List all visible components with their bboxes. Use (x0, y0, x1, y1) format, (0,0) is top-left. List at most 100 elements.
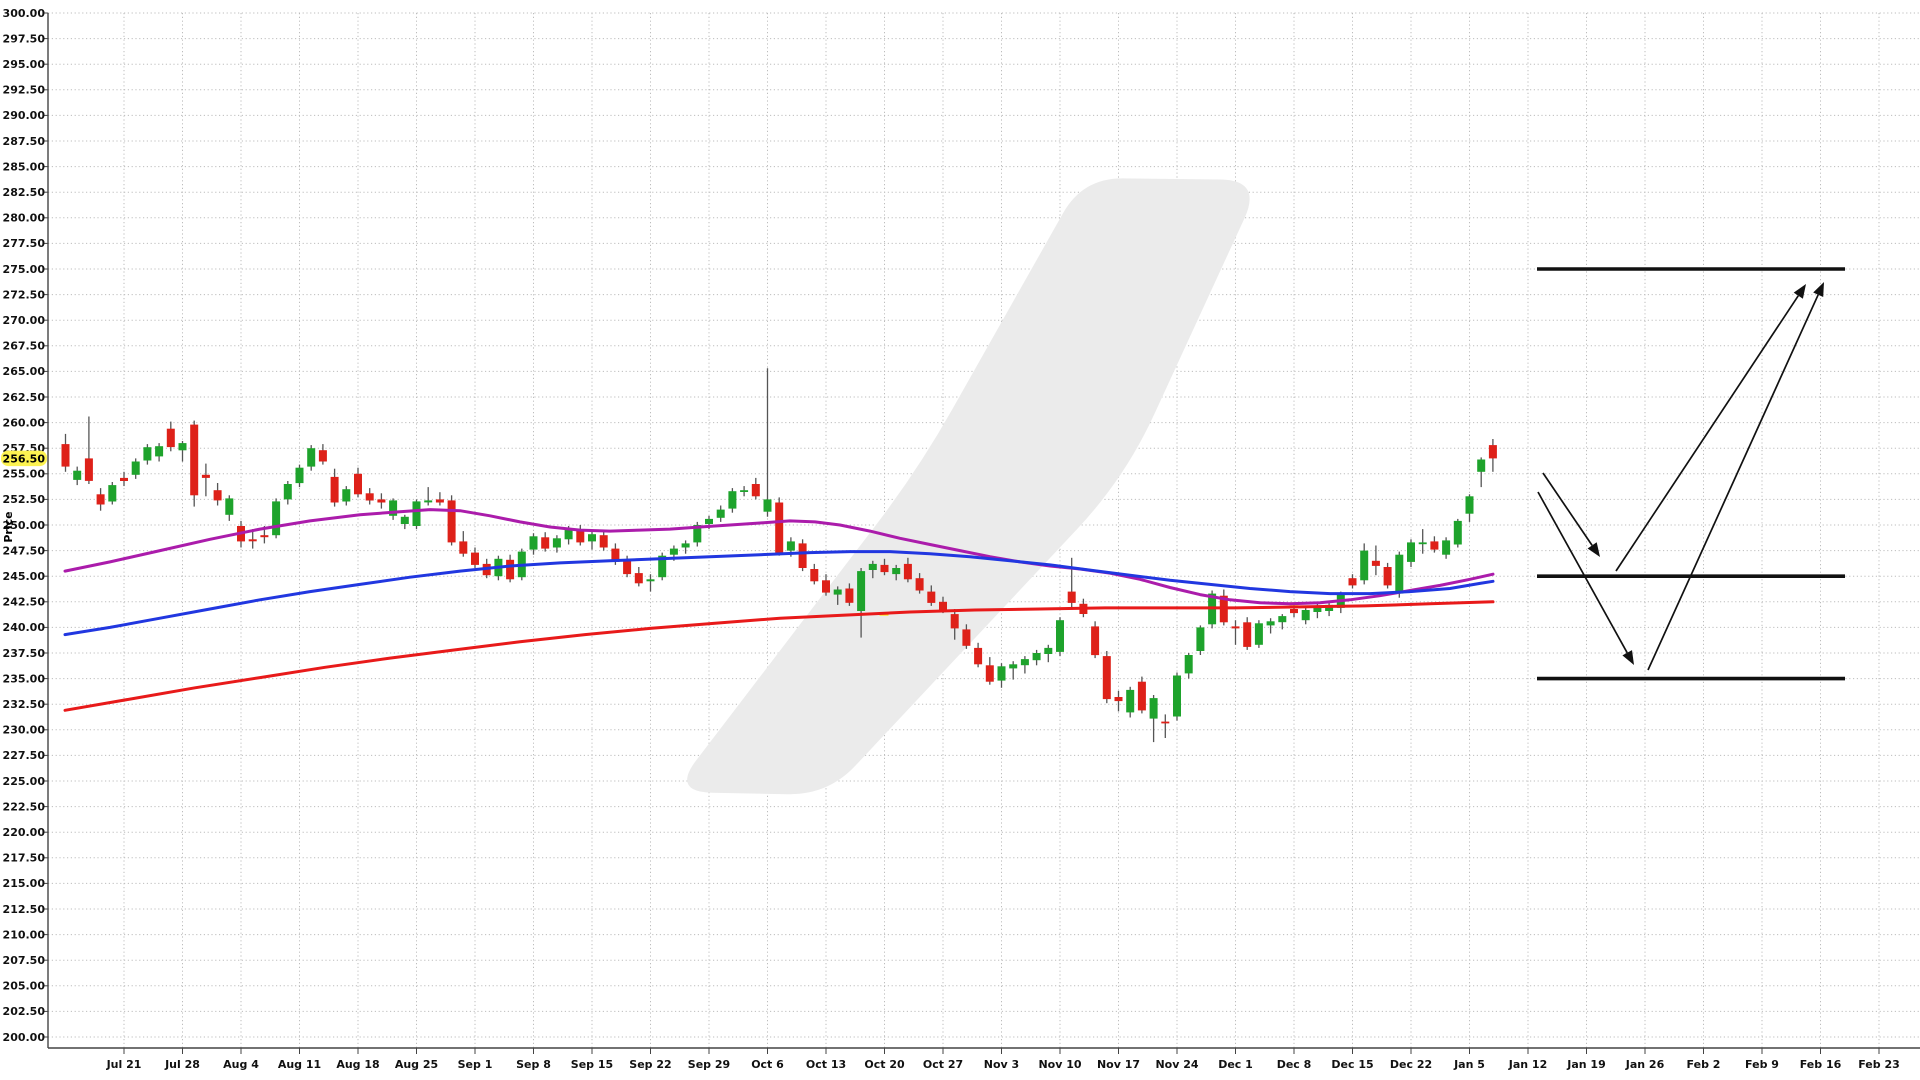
candle-up (716, 509, 725, 518)
candle-down (798, 543, 807, 568)
y-axis-label: 300.00 (3, 7, 46, 20)
projection-arrow-shaft[interactable] (1542, 472, 1593, 546)
candle-up (1254, 623, 1263, 645)
y-axis-label: 207.50 (3, 954, 46, 967)
candle-down (915, 578, 924, 591)
candle-up (658, 555, 667, 578)
candle-up (143, 447, 152, 461)
y-axis-label: 205.00 (3, 980, 46, 993)
x-axis-label: Dec 15 (1331, 1058, 1373, 1071)
y-axis-label: 285.00 (3, 160, 46, 173)
candle-down (377, 499, 386, 503)
x-axis-label: Feb 16 (1800, 1058, 1842, 1071)
projection-arrow-shaft[interactable] (1537, 491, 1628, 654)
x-axis-label: Jan 26 (1625, 1058, 1665, 1071)
candle-down (330, 476, 339, 503)
candle-up (763, 499, 772, 512)
candle-up (108, 485, 117, 502)
candle-up (646, 579, 655, 582)
x-axis-label: Dec 1 (1218, 1058, 1253, 1071)
candle-down (611, 548, 620, 562)
candle-down (435, 499, 444, 503)
y-axis-label: 277.50 (3, 237, 46, 250)
y-axis-label: 232.50 (3, 698, 46, 711)
candle-up (892, 568, 901, 575)
candle-up (389, 500, 398, 516)
candle-up (1453, 520, 1462, 545)
candle-up (1313, 606, 1322, 612)
candle-up (1407, 542, 1415, 562)
x-axis-label: Feb 2 (1687, 1058, 1721, 1071)
x-axis-label: Aug 25 (395, 1058, 438, 1071)
candle-down (96, 494, 105, 505)
candle-up (868, 563, 877, 570)
candle-up (1360, 550, 1369, 581)
moving-average-layer (63, 508, 1495, 712)
candle-up (178, 443, 187, 451)
y-axis-label: 275.00 (3, 263, 46, 276)
candle-down (1231, 626, 1240, 629)
candle-up (1044, 647, 1053, 654)
candle-down (822, 580, 830, 593)
x-axis-label: Sep 22 (629, 1058, 671, 1071)
y-axis-label: 210.00 (3, 928, 46, 941)
candle-up (412, 501, 421, 526)
candle-down (248, 539, 257, 542)
candle-down (939, 601, 947, 610)
candle-up (786, 541, 795, 551)
projection-arrow-head (1793, 284, 1806, 299)
candle-down (120, 477, 128, 481)
candle-down (1161, 721, 1170, 724)
x-axis-label: Jul 28 (164, 1058, 200, 1071)
x-axis-label: Jul 21 (106, 1058, 142, 1071)
y-axis-label: 250.00 (3, 519, 46, 532)
candle-up (283, 484, 292, 500)
y-axis-label: 272.50 (3, 288, 46, 301)
candle-up (225, 498, 234, 515)
price-flag-background (1, 450, 47, 467)
candle-down (962, 629, 971, 646)
candle-down (201, 474, 210, 478)
y-axis-label: 202.50 (3, 1005, 46, 1018)
x-axis-label: Feb 23 (1858, 1058, 1900, 1071)
projection-arrow-shaft[interactable] (1615, 295, 1800, 572)
y-axis-label: 220.00 (3, 826, 46, 839)
candle-up (1465, 496, 1474, 514)
candle-down (471, 552, 479, 565)
candle-down (365, 493, 374, 501)
candle-down (166, 428, 175, 448)
slash-logo-watermark (687, 178, 1250, 795)
candle-up (1032, 653, 1041, 661)
candle-down (775, 502, 784, 553)
y-axis-label: 212.50 (3, 903, 46, 916)
candle-down (880, 564, 889, 573)
y-axis-label: 295.00 (3, 58, 46, 71)
candle-up (693, 525, 702, 543)
x-axis-label: Jan 19 (1566, 1058, 1605, 1071)
candle-down (318, 450, 327, 462)
candle-down (1290, 609, 1298, 614)
candle-down (634, 573, 643, 584)
projection-arrow-head (1622, 650, 1634, 665)
y-axis-label: 252.50 (3, 493, 46, 506)
candle-up (1056, 620, 1064, 652)
x-axis-label: Nov 17 (1097, 1058, 1140, 1071)
candle-down (1348, 578, 1357, 586)
candle-up (1266, 621, 1275, 626)
y-axis-label: 260.00 (3, 416, 46, 429)
drawn-annotation-layer[interactable] (1537, 267, 1845, 681)
y-axis-label: 262.50 (3, 391, 46, 404)
ma-mid-blue (63, 550, 1495, 637)
candle-down (354, 473, 362, 495)
candle-up (295, 467, 304, 484)
candle-down (213, 490, 222, 501)
y-axis-label: 247.50 (3, 544, 46, 557)
y-axis-label: 235.00 (3, 672, 46, 685)
candle-down (810, 569, 819, 582)
axes-layer: 300.00 297.50 295.00 292.50 290.00 287.50 285.… (3, 7, 1920, 1071)
x-axis-label: Feb 9 (1745, 1058, 1779, 1071)
projection-arrow-shaft[interactable] (1647, 294, 1819, 671)
x-axis-label: Dec 22 (1390, 1058, 1432, 1071)
y-axis-label: 287.50 (3, 135, 46, 148)
